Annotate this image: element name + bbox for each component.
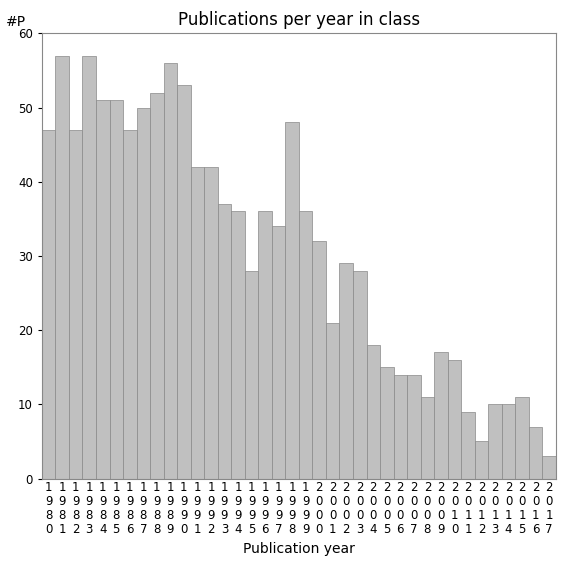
Bar bbox=[123, 130, 137, 479]
Bar bbox=[56, 56, 69, 479]
Bar bbox=[529, 426, 543, 479]
Bar bbox=[82, 56, 96, 479]
Bar bbox=[380, 367, 393, 479]
Bar bbox=[326, 323, 340, 479]
Bar bbox=[69, 130, 82, 479]
Bar bbox=[218, 204, 231, 479]
Bar bbox=[488, 404, 502, 479]
Bar bbox=[515, 397, 529, 479]
Text: #P: #P bbox=[6, 15, 26, 29]
Bar bbox=[204, 167, 218, 479]
Bar bbox=[353, 271, 366, 479]
Bar bbox=[109, 100, 123, 479]
Bar bbox=[421, 397, 434, 479]
Bar bbox=[285, 122, 299, 479]
Bar bbox=[475, 442, 488, 479]
Bar bbox=[502, 404, 515, 479]
Bar bbox=[137, 108, 150, 479]
Bar bbox=[340, 264, 353, 479]
Bar bbox=[366, 345, 380, 479]
Bar bbox=[245, 271, 259, 479]
Bar bbox=[299, 211, 312, 479]
Title: Publications per year in class: Publications per year in class bbox=[178, 11, 420, 29]
Bar bbox=[164, 63, 177, 479]
Bar bbox=[259, 211, 272, 479]
Bar bbox=[407, 375, 421, 479]
Bar bbox=[434, 353, 448, 479]
Bar bbox=[312, 241, 326, 479]
X-axis label: Publication year: Publication year bbox=[243, 542, 355, 556]
Bar bbox=[42, 130, 56, 479]
Bar bbox=[272, 226, 285, 479]
Bar bbox=[96, 100, 109, 479]
Bar bbox=[543, 456, 556, 479]
Bar bbox=[150, 93, 164, 479]
Bar bbox=[393, 375, 407, 479]
Bar bbox=[177, 86, 191, 479]
Bar bbox=[461, 412, 475, 479]
Bar bbox=[448, 360, 461, 479]
Bar bbox=[191, 167, 204, 479]
Bar bbox=[231, 211, 245, 479]
